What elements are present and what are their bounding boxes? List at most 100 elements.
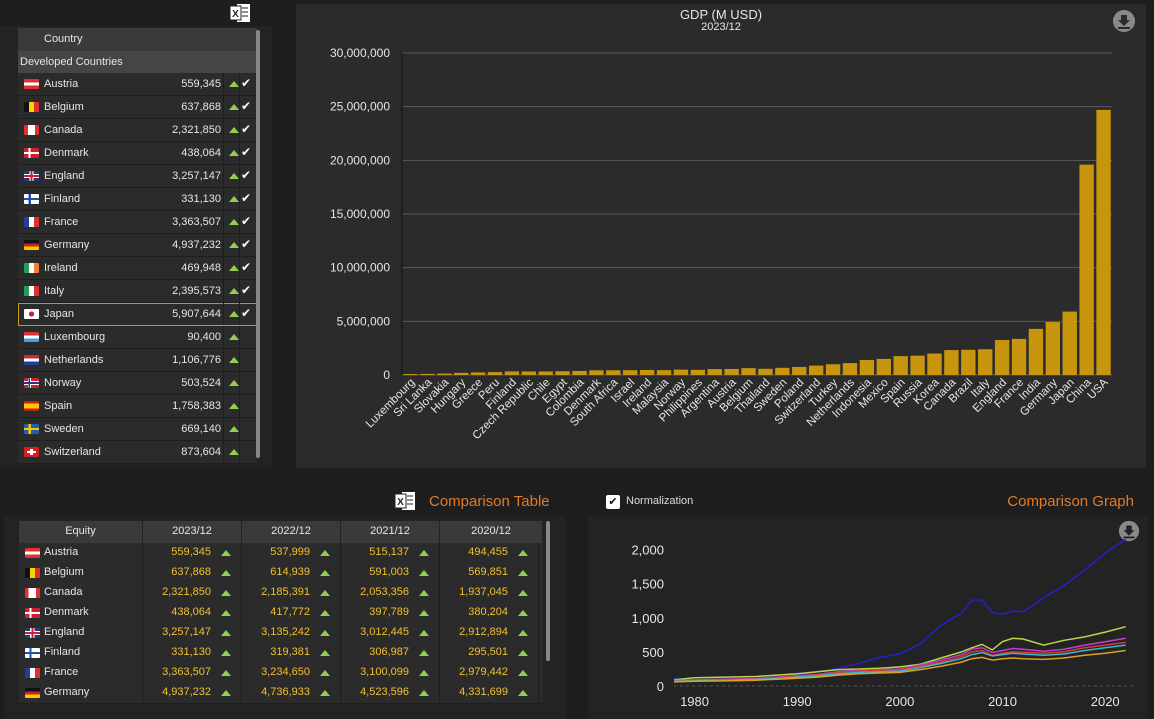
download-icon[interactable] xyxy=(1112,9,1136,33)
comparison-row[interactable]: Finland 331,130 319,381 306,987 295,501 xyxy=(19,643,543,664)
gdp-bar[interactable] xyxy=(893,356,908,375)
gdp-bar[interactable] xyxy=(623,370,638,375)
gdp-bar[interactable] xyxy=(910,355,925,375)
country-row[interactable]: Spain 1,758,383 xyxy=(18,395,257,418)
country-row[interactable]: Japan 5,907,644 ✔ xyxy=(18,303,257,326)
gdp-bar[interactable] xyxy=(453,372,469,375)
gdp-bar[interactable] xyxy=(741,368,756,375)
checkmark-placeholder[interactable] xyxy=(241,352,255,366)
comparison-scrollbar[interactable] xyxy=(546,521,550,661)
checkmark-icon[interactable]: ✔ xyxy=(241,145,252,159)
checkmark-placeholder[interactable] xyxy=(241,375,255,389)
gdp-bar[interactable] xyxy=(842,363,858,375)
country-header-label[interactable]: Country xyxy=(44,33,83,45)
checkmark-icon[interactable]: ✔ xyxy=(241,283,252,297)
checkmark-icon[interactable]: ✔ xyxy=(241,168,252,182)
series-line[interactable] xyxy=(673,625,1126,681)
comparison-column-header[interactable]: 2022/12 xyxy=(242,521,340,543)
checkmark-placeholder[interactable] xyxy=(241,421,255,435)
comparison-row[interactable]: France 3,363,507 3,234,650 3,100,099 2,9… xyxy=(19,663,543,684)
gdp-bar[interactable] xyxy=(639,369,655,375)
checkmark-icon[interactable]: ✔ xyxy=(241,306,252,320)
country-row[interactable]: Sweden 669,140 xyxy=(18,418,257,441)
country-row[interactable]: Belgium 637,868 ✔ xyxy=(18,96,257,119)
checkmark-icon[interactable]: ✔ xyxy=(241,237,252,251)
gdp-bar[interactable] xyxy=(1011,338,1027,375)
gdp-bar[interactable] xyxy=(521,371,536,375)
gdp-bar[interactable] xyxy=(1045,322,1061,375)
comparison-row[interactable]: Austria 559,345 537,999 515,137 494,455 xyxy=(19,543,543,564)
comparison-column-header[interactable]: 2023/12 xyxy=(143,521,241,543)
gdp-bar[interactable] xyxy=(825,364,841,375)
country-row[interactable]: Netherlands 1,106,776 xyxy=(18,349,257,372)
comparison-row[interactable]: Belgium 637,868 614,939 591,003 569,851 xyxy=(19,563,543,584)
country-row[interactable]: Canada 2,321,850 ✔ xyxy=(18,119,257,142)
gdp-bar[interactable] xyxy=(572,370,587,375)
gdp-bar[interactable] xyxy=(487,372,503,375)
gdp-bar[interactable] xyxy=(859,359,875,375)
gdp-bar[interactable] xyxy=(437,373,452,375)
country-row[interactable]: Luxembourg 90,400 xyxy=(18,326,257,349)
country-row[interactable]: Norway 503,524 xyxy=(18,372,257,395)
normalization-checkbox[interactable]: ✔ xyxy=(606,495,620,509)
checkmark-icon[interactable]: ✔ xyxy=(241,76,252,90)
comparison-row[interactable]: Germany 4,937,232 4,736,933 4,523,596 4,… xyxy=(19,683,543,704)
comparison-row[interactable]: Canada 2,321,850 2,185,391 2,053,356 1,9… xyxy=(19,583,543,604)
country-scrollbar[interactable] xyxy=(256,30,260,458)
checkmark-icon[interactable]: ✔ xyxy=(241,99,252,113)
comparison-column-header[interactable]: Equity xyxy=(19,521,142,543)
checkmark-placeholder[interactable] xyxy=(241,444,255,458)
gdp-bar[interactable] xyxy=(690,369,706,375)
comparison-row[interactable]: Denmark 438,064 417,772 397,789 380,204 xyxy=(19,603,543,624)
gdp-bar[interactable] xyxy=(808,365,824,375)
gdp-bar[interactable] xyxy=(538,371,553,375)
gdp-bar[interactable] xyxy=(927,353,942,375)
country-row[interactable]: Switzerland 873,604 xyxy=(18,441,257,464)
gdp-bar[interactable] xyxy=(606,370,621,375)
gdp-bar[interactable] xyxy=(1028,328,1044,375)
gdp-bar[interactable] xyxy=(589,370,604,375)
country-row[interactable]: England 3,257,147 ✔ xyxy=(18,165,257,188)
checkmark-icon[interactable]: ✔ xyxy=(241,214,252,228)
series-line[interactable] xyxy=(673,641,1126,682)
checkmark-icon[interactable]: ✔ xyxy=(241,122,252,136)
gdp-bar[interactable] xyxy=(978,349,993,375)
country-row[interactable]: Denmark 438,064 ✔ xyxy=(18,142,257,165)
comparison-row[interactable]: England 3,257,147 3,135,242 3,012,445 2,… xyxy=(19,623,543,644)
gdp-bar[interactable] xyxy=(944,350,959,375)
checkmark-icon[interactable]: ✔ xyxy=(241,260,252,274)
checkmark-placeholder[interactable] xyxy=(241,329,255,343)
excel-icon[interactable]: X xyxy=(229,3,251,23)
gdp-bar[interactable] xyxy=(403,374,418,375)
country-row[interactable]: Italy 2,395,573 ✔ xyxy=(18,280,257,303)
download-icon[interactable] xyxy=(1118,520,1140,542)
country-row[interactable]: France 3,363,507 ✔ xyxy=(18,211,257,234)
gdp-bar[interactable] xyxy=(673,369,689,375)
series-line[interactable] xyxy=(673,637,1126,682)
gdp-bar[interactable] xyxy=(504,371,520,375)
country-row[interactable]: Germany 4,937,232 ✔ xyxy=(18,234,257,257)
gdp-bar[interactable] xyxy=(792,366,807,375)
gdp-bar[interactable] xyxy=(1062,311,1077,375)
comparison-column-header[interactable]: 2021/12 xyxy=(341,521,439,543)
gdp-bar[interactable] xyxy=(994,340,1010,375)
gdp-bar[interactable] xyxy=(420,373,435,375)
gdp-bar[interactable] xyxy=(656,370,672,375)
gdp-bar[interactable] xyxy=(1096,109,1111,376)
gdp-bar[interactable] xyxy=(961,349,976,375)
excel-icon[interactable]: X xyxy=(394,491,416,511)
gdp-bar[interactable] xyxy=(758,368,773,375)
gdp-bar[interactable] xyxy=(775,367,790,375)
country-row[interactable]: Finland 331,130 ✔ xyxy=(18,188,257,211)
gdp-bar[interactable] xyxy=(555,371,570,375)
gdp-bar[interactable] xyxy=(724,368,739,375)
country-row[interactable]: Austria 559,345 ✔ xyxy=(18,73,257,96)
checkmark-icon[interactable]: ✔ xyxy=(241,191,252,205)
gdp-bar[interactable] xyxy=(470,372,486,375)
gdp-bar[interactable] xyxy=(1079,164,1094,375)
gdp-bar[interactable] xyxy=(707,369,722,375)
country-row[interactable]: Ireland 469,948 ✔ xyxy=(18,257,257,280)
gdp-bar[interactable] xyxy=(876,358,891,375)
comparison-column-header[interactable]: 2020/12 xyxy=(440,521,542,543)
series-line[interactable] xyxy=(673,649,1126,683)
